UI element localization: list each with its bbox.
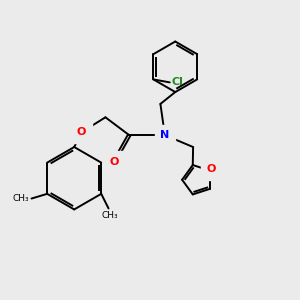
Text: CH₃: CH₃ — [13, 194, 29, 203]
Text: N: N — [160, 130, 170, 140]
Text: O: O — [109, 157, 119, 167]
Text: O: O — [77, 127, 86, 137]
Text: CH₃: CH₃ — [102, 211, 118, 220]
Text: Cl: Cl — [171, 77, 183, 87]
Text: O: O — [207, 164, 216, 174]
